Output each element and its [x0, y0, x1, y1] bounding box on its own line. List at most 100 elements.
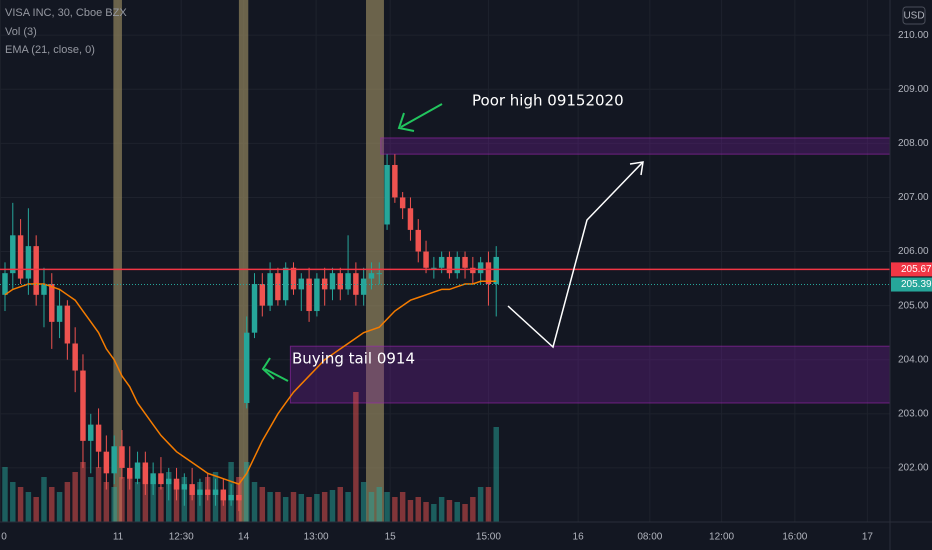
price-tag [891, 262, 932, 277]
zone [380, 137, 891, 155]
volume-bar [64, 482, 71, 522]
volume-bar [329, 490, 336, 522]
candle-body [462, 256, 468, 268]
candle-body [321, 278, 328, 290]
volume-bar [345, 492, 351, 522]
candle-body [166, 478, 172, 485]
volume-bar [134, 482, 141, 522]
x-tick-label: 12:30 [169, 532, 194, 543]
volume-bar [25, 492, 32, 522]
volume-bar [119, 477, 125, 522]
candle-body [470, 267, 476, 274]
candle-body [33, 246, 39, 295]
x-tick-label: 14 [238, 532, 250, 543]
candle-body [197, 489, 203, 495]
candle-body [119, 446, 125, 468]
volume-bar [173, 482, 180, 522]
candle-body [493, 256, 499, 284]
volume-bar [127, 472, 133, 522]
candle-body [56, 305, 63, 322]
candle-body [267, 273, 273, 306]
volume-bar [267, 492, 273, 522]
volume-bar [353, 392, 359, 522]
candle-body [17, 235, 24, 279]
volume-bar [243, 462, 250, 522]
candle-body [275, 273, 281, 301]
volume-bar [407, 500, 414, 522]
candle-body [454, 256, 460, 274]
candle-body [25, 246, 32, 279]
volume-bar [56, 492, 63, 522]
y-tick-label: 203.00 [898, 408, 929, 419]
candle-body [189, 484, 195, 495]
candle-body [64, 305, 71, 344]
candle-body [88, 424, 94, 441]
candle-body [10, 235, 16, 274]
volume-bar [438, 497, 445, 522]
candle-body [251, 283, 258, 333]
candle-body [384, 164, 390, 225]
candle-body [181, 484, 188, 490]
volume-bar [298, 494, 305, 522]
volume-bar [360, 482, 367, 522]
volume-bar [306, 497, 312, 522]
volume-bar [158, 487, 164, 522]
candle-body [337, 273, 344, 290]
candle-body [290, 267, 297, 290]
x-tick-label: 13:00 [304, 532, 329, 543]
volume-bar [49, 487, 55, 522]
volume-bar [2, 467, 8, 522]
candle-body [2, 273, 8, 295]
price-tag-label: 205.67 [901, 264, 932, 275]
session-highlight [366, 0, 384, 522]
candle-body [306, 278, 312, 312]
x-tick-label: 08:00 [637, 532, 662, 543]
candle-body [72, 343, 78, 371]
x-tick-label: 17 [862, 532, 874, 543]
currency-box[interactable] [902, 6, 926, 25]
currency-label[interactable]: USD [903, 11, 924, 22]
volume-bar [493, 427, 499, 522]
candle-body [158, 473, 164, 485]
candle-body [446, 256, 453, 274]
candle-body [415, 229, 421, 252]
ema-line [4, 280, 497, 486]
candle-body [485, 262, 492, 284]
volume-legend: Vol (3) [5, 26, 37, 38]
candle-body [80, 370, 86, 441]
x-tick-label: 16 [573, 532, 585, 543]
volume-bar [384, 492, 390, 522]
volume-bar [337, 487, 344, 522]
volume-bar [220, 492, 227, 522]
candle-body [431, 267, 437, 269]
candle-body [399, 197, 406, 209]
volume-bar [470, 497, 476, 522]
candle-body [329, 273, 336, 290]
candle-body [134, 462, 141, 479]
candle-body [41, 283, 47, 295]
volume-bar [415, 497, 421, 522]
y-tick-label: 210.00 [898, 30, 929, 41]
candle-body [477, 262, 484, 274]
candle-body [103, 451, 110, 474]
candle-body [353, 273, 359, 295]
candle-body [423, 251, 429, 268]
volume-bar [290, 492, 297, 522]
candle-body [236, 494, 242, 501]
volume-bar [454, 502, 460, 522]
volume-bar [275, 492, 281, 522]
candle-body [173, 478, 180, 490]
session-highlight [113, 0, 122, 522]
y-tick-label: 204.00 [898, 354, 929, 365]
volume-bar [251, 482, 258, 522]
candle-body [111, 446, 117, 474]
candle-body [95, 424, 102, 452]
session-highlight [238, 0, 249, 522]
candle-body [438, 256, 445, 268]
candle-body [142, 462, 149, 485]
x-tick-label: 12:00 [709, 532, 734, 543]
annotation: Poor high 09152020 [472, 92, 624, 110]
volume-bar [41, 477, 47, 522]
